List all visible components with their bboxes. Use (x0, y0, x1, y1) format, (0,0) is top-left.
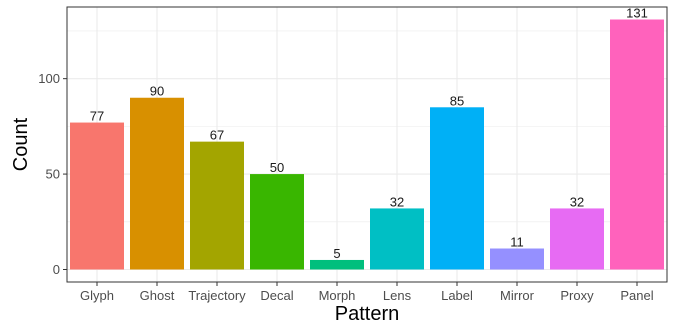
data-label-decal: 50 (270, 160, 284, 175)
x-tick-label-trajectory: Trajectory (188, 288, 246, 303)
data-label-ghost: 90 (150, 84, 164, 99)
bar-label (430, 107, 484, 270)
bar-morph (310, 259, 364, 270)
x-tick-label-panel: Panel (620, 288, 653, 303)
data-label-panel: 131 (626, 6, 648, 21)
x-tick-label-glyph: Glyph (80, 288, 114, 303)
y-tick-label: 50 (46, 167, 60, 182)
x-tick-label-mirror: Mirror (500, 288, 535, 303)
bar-lens (370, 208, 424, 270)
bars (70, 19, 664, 270)
x-axis: Glyph Ghost Trajectory Decal Morph Lens Label M… (80, 282, 654, 303)
bar-glyph (70, 122, 124, 270)
plot-border (66, 6, 668, 283)
data-label-glyph: 77 (90, 109, 104, 124)
data-label-label: 85 (450, 93, 464, 108)
data-label-proxy: 32 (570, 194, 584, 209)
y-tick-label: 0 (53, 262, 60, 277)
x-tick-label-proxy: Proxy (560, 288, 594, 303)
x-tick-label-morph: Morph (319, 288, 356, 303)
y-axis-title: Count (10, 117, 32, 171)
data-label-trajectory: 67 (210, 128, 224, 143)
bar-mirror (490, 248, 544, 270)
x-tick-label-lens: Lens (383, 288, 412, 303)
bar-panel (610, 19, 664, 270)
data-label-mirror: 11 (510, 235, 524, 250)
bar-ghost (130, 97, 184, 270)
data-label-morph: 5 (333, 246, 340, 261)
x-tick-label-ghost: Ghost (140, 288, 175, 303)
bar-decal (250, 174, 304, 270)
data-labels: 77 90 67 50 5 32 85 11 32 131 (90, 6, 648, 261)
y-axis: 0 50 100 (38, 71, 67, 277)
x-axis-title: Pattern (335, 303, 399, 325)
y-tick-label: 100 (38, 71, 60, 86)
x-tick-label-label: Label (441, 288, 473, 303)
data-label-lens: 32 (390, 194, 404, 209)
x-tick-label-decal: Decal (260, 288, 293, 303)
bar-proxy (550, 208, 604, 270)
bar-trajectory (190, 141, 244, 270)
